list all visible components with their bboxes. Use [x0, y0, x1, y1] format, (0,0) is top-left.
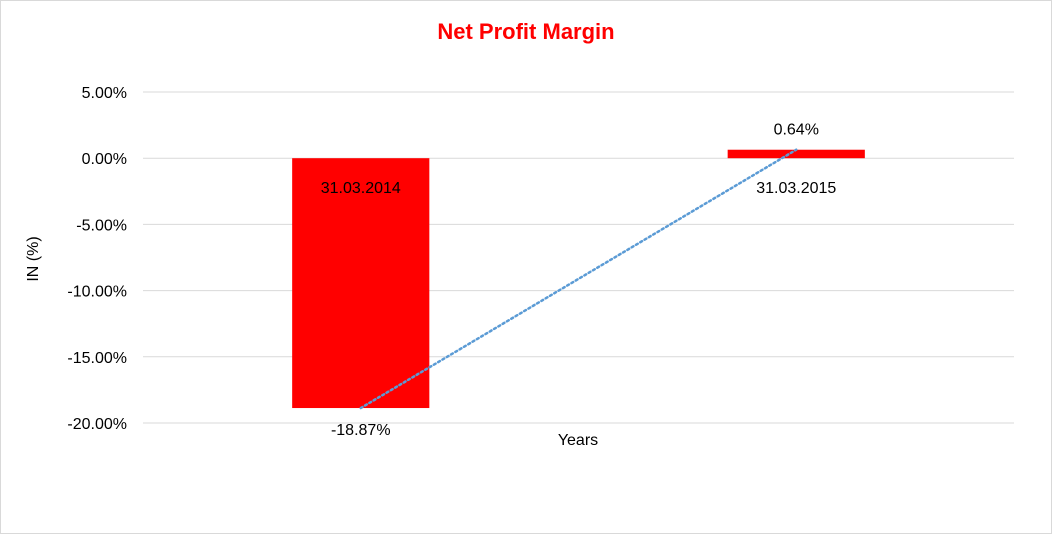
data-label: 0.64%	[774, 122, 819, 139]
category-label: 31.03.2015	[756, 180, 836, 197]
y-tick-label: -10.00%	[67, 284, 127, 301]
bar-31-03-2015	[727, 149, 865, 159]
category-label: 31.03.2014	[321, 180, 401, 197]
trendline	[359, 148, 798, 410]
y-axis-ticks: 5.00% 0.00% -5.00% -10.00% -15.00% -20.00%	[67, 85, 127, 433]
bars	[292, 149, 865, 409]
y-tick-label: 0.00%	[82, 151, 127, 168]
gridlines	[143, 91, 1014, 424]
x-axis-title: Years	[558, 432, 598, 449]
bar-31-03-2014	[292, 158, 430, 409]
chart-title: Net Profit Margin	[437, 19, 614, 44]
y-tick-label: -5.00%	[76, 217, 127, 234]
y-tick-label: -20.00%	[67, 416, 127, 433]
data-label: -18.87%	[331, 422, 391, 439]
y-axis-title: IN (%)	[25, 236, 42, 281]
labels: -18.87% 31.03.2014 0.64% 31.03.2015	[321, 122, 837, 439]
y-tick-label: 5.00%	[82, 85, 127, 102]
trendline-group	[359, 148, 798, 410]
y-tick-label: -15.00%	[67, 350, 127, 367]
